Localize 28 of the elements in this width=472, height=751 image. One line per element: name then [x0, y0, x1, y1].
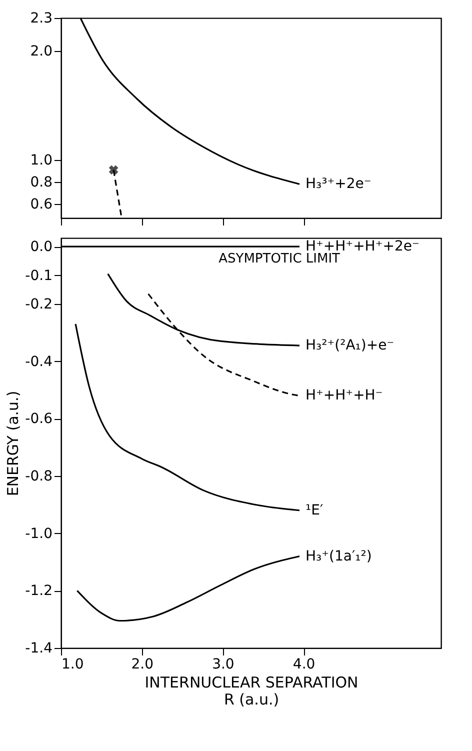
- y-tick-label: -0.6: [25, 411, 53, 428]
- y-axis-title: ENERGY (a.u.): [4, 390, 22, 496]
- y-tick-label: -0.2: [25, 296, 52, 312]
- y-tick-label: -0.4: [25, 354, 53, 370]
- series-label: H₃³⁺+2e⁻: [306, 176, 372, 192]
- x-tick-label: 2.0: [131, 656, 154, 672]
- x-tick-label: 1.0: [62, 656, 84, 672]
- annotation: ASYMPTOTIC LIMIT: [218, 252, 340, 267]
- line-series: [74, 323, 300, 512]
- series-label: H₃⁺(1a′₁²): [306, 548, 372, 564]
- series-label: ¹E′: [306, 502, 324, 518]
- y-tick-label: 2.0: [30, 43, 52, 60]
- y-tick-label: 0.6: [30, 196, 53, 212]
- y-tick-label: -1.2: [25, 583, 52, 600]
- x-tick-label: 3.0: [212, 656, 234, 672]
- line-series: [76, 555, 300, 622]
- x-axis-title: INTERNUCLEAR SEPARATION R (a.u.): [144, 674, 358, 708]
- series-label: H⁺+H⁺+H⁻: [306, 388, 383, 404]
- y-tick-label: -0.8: [25, 468, 52, 484]
- y-tick-label: -1.0: [25, 526, 52, 542]
- y-tick-label: 0.0: [30, 239, 52, 256]
- y-tick-label: 0.8: [30, 174, 52, 190]
- y-tick-label: -0.1: [25, 268, 52, 284]
- y-tick-label: -1.4: [25, 640, 53, 656]
- x-tick-label: 4.0: [292, 656, 316, 672]
- y-tick-label: 1.0: [30, 152, 52, 169]
- y-tick-label: 2.3: [30, 10, 52, 26]
- series-label: H₃²⁺(²A₁)+e⁻: [306, 338, 394, 354]
